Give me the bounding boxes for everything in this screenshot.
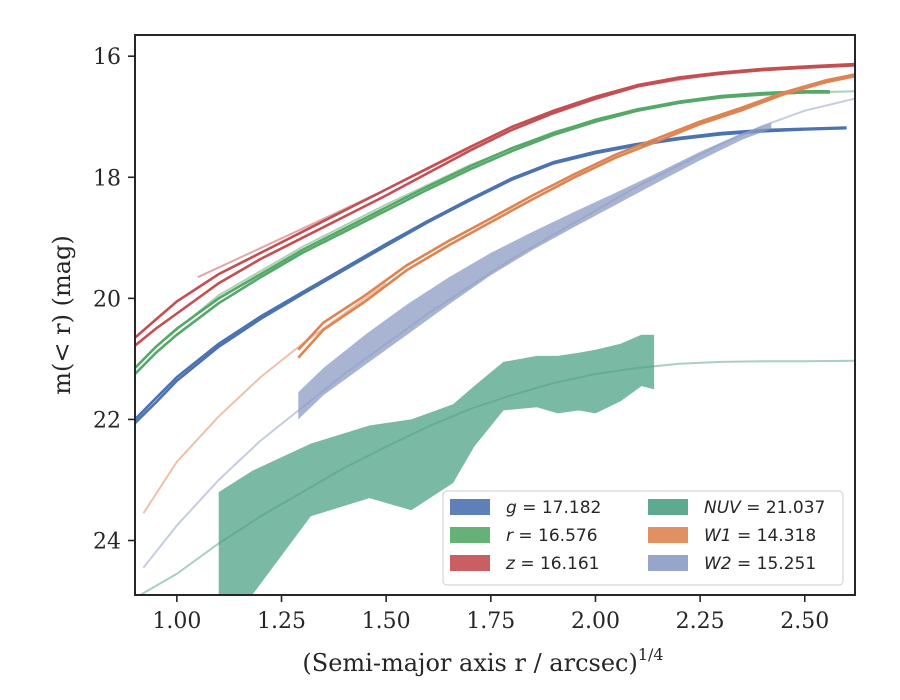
y-tick-label: 24 (93, 530, 121, 555)
band-nuv (218, 334, 655, 595)
line-edge-r (135, 91, 830, 375)
x-tick-label: 1.50 (362, 609, 411, 634)
legend-box (442, 490, 844, 586)
x-tick-label: 2.50 (780, 609, 829, 634)
legend-label-w2: W2 = 15.251 (704, 554, 816, 574)
model-line-w1 (142, 282, 387, 514)
line-w1 (297, 73, 855, 351)
legend-label-z: z = 16.161 (505, 554, 599, 574)
x-tick-label: 2.25 (676, 609, 725, 634)
y-tick-label: 22 (93, 408, 121, 433)
legend-swatch-w2 (648, 555, 688, 571)
x-axis-title: (Semi-major axis r / arcsec)1/4 (302, 645, 663, 677)
x-tick-label: 1.25 (257, 609, 306, 634)
series-g (135, 126, 847, 425)
legend-swatch-w1 (648, 527, 688, 543)
series-layer (135, 62, 855, 595)
legend-swatch-g (450, 499, 490, 515)
legend-label-w1: W1 = 14.318 (704, 526, 816, 546)
legend-label-r: r = 16.576 (506, 526, 598, 546)
legend-label-nuv: NUV = 21.037 (704, 498, 825, 518)
y-tick-label: 16 (93, 45, 121, 70)
legend-swatch-nuv (648, 499, 688, 515)
y-tick-label: 20 (93, 287, 121, 312)
line-edge-z (135, 64, 855, 347)
series-w2 (142, 97, 855, 569)
plot-frame (134, 34, 856, 596)
y-axis-title: m(< r) (mag) (48, 235, 76, 394)
x-tick-label: 2.00 (571, 609, 620, 634)
series-nuv (138, 334, 855, 595)
series-z (135, 62, 855, 347)
series-r (135, 90, 855, 375)
legend: g = 17.182 r = 16.576 z = 16.161 NUV = 21.0… (442, 490, 844, 586)
legend-swatch-z (450, 555, 490, 571)
y-tick-label: 18 (93, 166, 121, 191)
x-tick-label: 1.00 (152, 609, 201, 634)
y-axis: 16 18 20 22 24 (93, 45, 135, 555)
legend-swatch-r (450, 527, 490, 543)
legend-label-g: g = 17.182 (506, 498, 601, 518)
line-edge-g (135, 126, 847, 425)
line-edge-w1 (297, 74, 855, 359)
x-axis: 1.00 1.25 1.50 1.75 2.00 2.25 2.50 (152, 595, 829, 634)
series-w1 (142, 73, 855, 514)
x-tick-label: 1.75 (466, 609, 515, 634)
